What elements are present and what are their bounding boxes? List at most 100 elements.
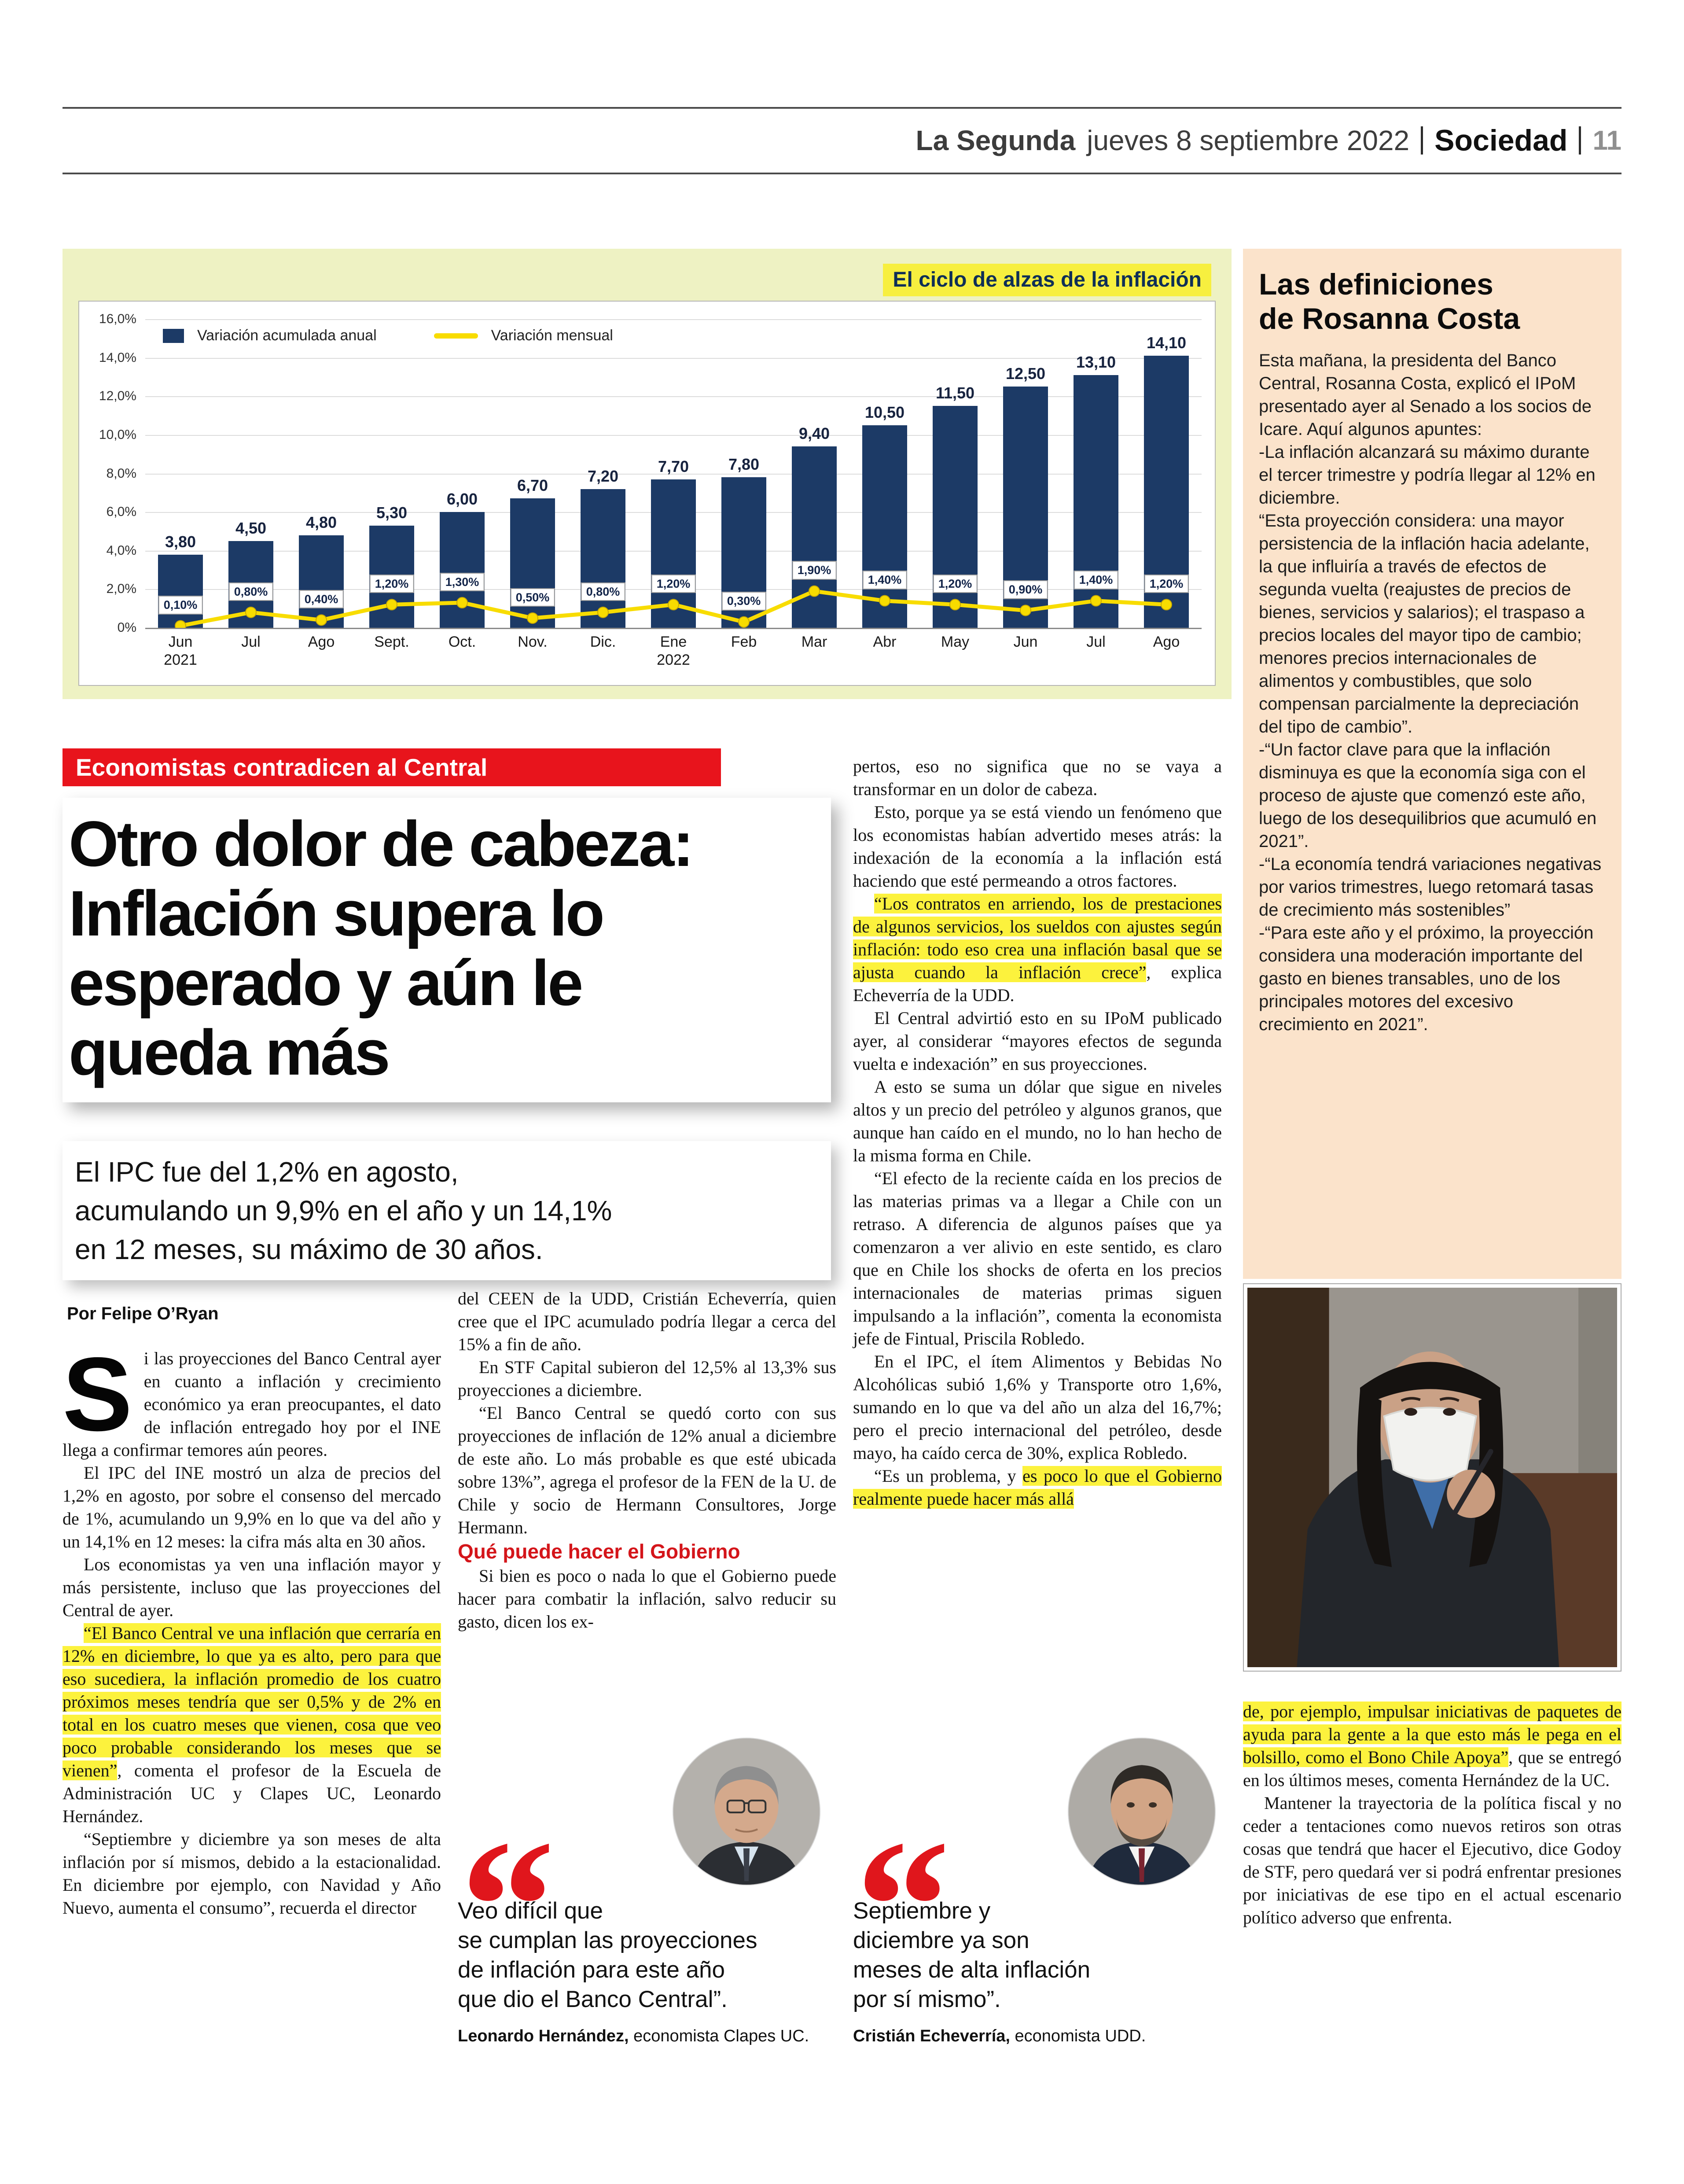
paragraph-text: , comenta el profesor de la Escuela de A… <box>63 1760 441 1826</box>
article-paragraph: del CEEN de la UDD, Cristián Echeverría,… <box>458 1289 836 1354</box>
article-paragraph: En el IPC, el ítem Alimentos y Bebidas N… <box>853 1352 1222 1463</box>
masthead-divider <box>1421 126 1423 155</box>
drop-cap: S <box>63 1336 132 1453</box>
bar-slot: 10,50 <box>849 319 920 628</box>
paragraph-text: i las proyecciones del Banco Central aye… <box>63 1348 441 1460</box>
paper-name: La Segunda <box>916 125 1076 156</box>
bar-value-label: 6,00 <box>446 490 478 508</box>
gridline <box>145 396 1202 398</box>
bar <box>862 425 908 628</box>
headline: Otro dolor de cabeza: Inflación supera l… <box>69 808 694 1088</box>
gridline <box>145 473 1202 475</box>
cristian-echeverria-headshot-photo <box>1068 1738 1216 1886</box>
y-axis-tick: 4,0% <box>106 543 136 558</box>
subhead-box: El IPC fue del 1,2% en agosto, acumuland… <box>63 1141 831 1280</box>
article-paragraph: Esto, porque ya se está viendo un fenóme… <box>853 802 1222 891</box>
quote-author-role: economista Clapes UC. <box>633 2027 809 2045</box>
y-axis-tick: 16,0% <box>99 312 136 326</box>
bar-slot: 4,80 <box>286 319 357 628</box>
paragraph-text: “Es un problema, y <box>874 1466 1023 1486</box>
article-paragraph: El Central advirtió esto en su IPoM publ… <box>853 1008 1222 1074</box>
masthead: La Segunda jueves 8 septiembre 2022 Soci… <box>63 111 1622 170</box>
bar-slot: 6,00 <box>427 319 497 628</box>
bar <box>1144 356 1189 628</box>
bar-value-label: 7,20 <box>587 467 619 485</box>
article-column-2: del CEEN de la UDD, Cristián Echeverría,… <box>458 1287 836 1633</box>
rosanna-costa-photo <box>1243 1283 1621 1672</box>
bar-slot: 7,70 <box>638 319 709 628</box>
bar <box>1073 375 1119 628</box>
y-axis-tick: 0% <box>117 620 136 635</box>
crosshead: Qué puede hacer el Gobierno <box>458 1540 740 1563</box>
bar <box>1003 387 1048 628</box>
article-column-continuation: de, por ejemplo, impulsar iniciativas de… <box>1243 1700 1621 1929</box>
headline-box: Otro dolor de cabeza: Inflación supera l… <box>63 798 831 1102</box>
article-paragraph: En STF Capital subieron del 12,5% al 13,… <box>458 1357 836 1400</box>
article-paragraph: “El Banco Central se quedó corto con sus… <box>458 1403 836 1537</box>
chart-legend: Variación acumulada anual Variación mens… <box>163 327 613 344</box>
bar-slot: 6,70 <box>497 319 568 628</box>
article-paragraph-highlighted: “El Banco Central ve una inflación que c… <box>63 1622 441 1828</box>
bar-slot: 9,40 <box>779 319 849 628</box>
bar-value-label: 14,10 <box>1146 334 1187 352</box>
headshot-illustration <box>1069 1738 1215 1885</box>
header-rule-bottom <box>63 173 1621 174</box>
article-paragraph: “El efecto de la reciente caída en los p… <box>853 1168 1222 1348</box>
bar-slot: 7,80 <box>709 319 779 628</box>
bar-value-label: 7,70 <box>658 457 689 475</box>
chart-plot-area: Variación acumulada anual Variación mens… <box>78 301 1216 686</box>
x-axis-label: Jul <box>241 633 261 650</box>
x-axis-label: May <box>941 633 970 650</box>
bar-value-label: 6,70 <box>517 476 548 495</box>
bar-value-label: 7,80 <box>728 455 760 474</box>
bar <box>158 554 203 628</box>
article-column-3: pertos, eso no significa que no se vaya … <box>853 755 1222 1510</box>
quote-attribution: Cristián Echeverría, economista UDD. <box>853 2026 1232 2047</box>
paragraph-text: , que se entregó en los últimos meses, c… <box>1243 1747 1622 1790</box>
x-axis-label: Mar <box>801 633 827 650</box>
kicker-banner: Economistas contradicen al Central <box>63 748 721 786</box>
sidebar-paragraph: -“La economía tendrá variaciones negativ… <box>1259 854 1602 920</box>
y-axis-tick: 12,0% <box>99 389 136 404</box>
bar <box>721 477 767 628</box>
x-axis-label: Ene 2022 <box>657 633 690 668</box>
quote-attribution: Leonardo Hernández, economista Clapes UC… <box>458 2026 845 2047</box>
gridline <box>145 435 1202 436</box>
bar-slot: 5,30 <box>357 319 427 628</box>
bar-value-label: 11,50 <box>935 384 975 402</box>
article-paragraph: Mantener la trayectoria de la política f… <box>1243 1793 1621 1927</box>
x-axis-label: Feb <box>731 633 757 650</box>
bar-value-label: 5,30 <box>376 503 408 522</box>
bar-series: 3,80 4,50 4,80 5,30 6,00 6,70 7,20 7,70 7,80 9,40… <box>145 319 1202 628</box>
legend-label-annual: Variación acumulada anual <box>197 327 377 344</box>
x-axis-label: Jun 2021 <box>164 633 197 668</box>
quote-author-role: economista UDD. <box>1015 2027 1146 2045</box>
bar <box>580 489 626 628</box>
highlighted-text: “El Banco Central ve una inflación que c… <box>63 1623 441 1780</box>
article-paragraph-highlighted: de, por ejemplo, impulsar iniciativas de… <box>1243 1700 1621 1792</box>
annual-bar-swatch-icon <box>163 328 184 343</box>
y-axis-tick: 14,0% <box>99 350 136 365</box>
y-axis: 16,0% 14,0% 12,0% 10,0% 8,0% 6,0% 4,0% 2,0% 0% <box>79 312 143 635</box>
section-name: Sociedad <box>1434 124 1568 157</box>
bar-slot: 4,50 <box>216 319 286 628</box>
gridline <box>145 357 1202 359</box>
sidebar-rosanna-costa: Las definiciones de Rosanna Costa Esta m… <box>1243 249 1621 1279</box>
bar-slot: 14,10 <box>1131 319 1202 628</box>
pullquote-cristian-echeverria: “ Septiembre y diciembre ya son meses de… <box>853 1738 1232 2047</box>
monthly-line-swatch-icon <box>434 333 478 339</box>
quote-mark-icon: “ <box>856 1801 950 2011</box>
bar <box>510 498 555 628</box>
x-axis: Jun 2021 Jul Ago Sept. Oct. Nov. Dic. Ene 2022 F… <box>145 633 1202 679</box>
chart-title: El ciclo de alzas de la inflación <box>883 264 1211 297</box>
bar-value-label: 4,80 <box>305 513 337 531</box>
bar-value-label: 4,50 <box>235 519 267 537</box>
page-number: 11 <box>1592 125 1621 156</box>
leonardo-hernandez-headshot-photo <box>673 1738 820 1886</box>
quote-text: Septiembre y diciembre ya son meses de a… <box>853 1898 1091 2012</box>
x-axis-label: Jun <box>1013 633 1038 650</box>
issue-date: jueves 8 septiembre 2022 <box>1087 125 1410 156</box>
bar-value-label: 13,10 <box>1076 353 1116 372</box>
